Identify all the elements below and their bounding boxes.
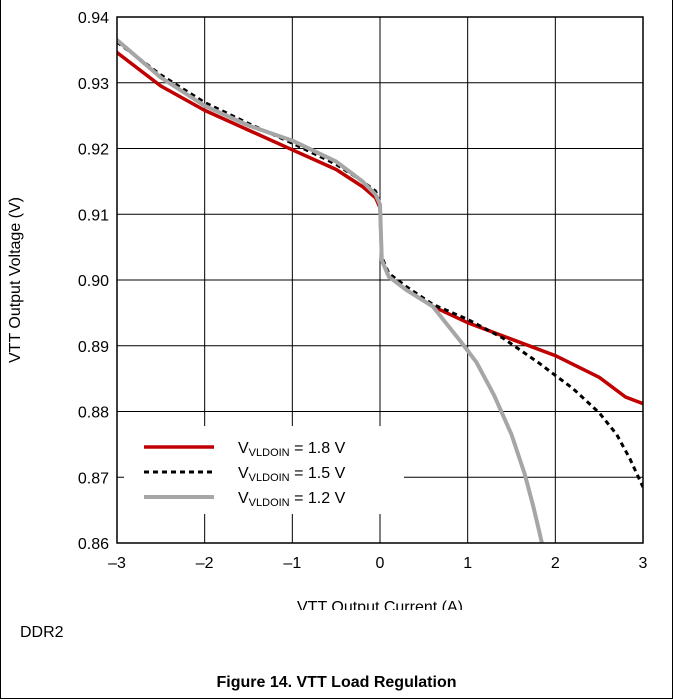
x-tick-label: 3 [639,555,648,572]
x-tick-label: –3 [108,555,126,572]
chart: –3 –2 –1 0 1 2 3 0.860.870.880.890.900.910.920… [7,10,648,610]
series-line-3 [117,38,544,543]
y-tick-label: 0.91 [78,207,109,224]
x-tick-labels: –3 –2 –1 0 1 2 3 [108,555,647,572]
legend: VVLDOIN = 1.8 V VVLDOIN = 1.5 V VVLDOIN = … [124,426,404,514]
legend-label-1: VVLDOIN = 1.8 V [238,440,346,459]
x-tick-label: –1 [283,555,301,572]
y-axis-title: VTT Output Voltage (V) [7,197,24,363]
x-tick-label: –2 [196,555,214,572]
y-tick-label: 0.87 [78,470,109,487]
y-tick-label: 0.93 [78,76,109,93]
y-tick-label: 0.90 [78,273,109,290]
legend-label-2: VVLDOIN = 1.5 V [238,465,346,484]
legend-background [124,426,404,514]
x-tick-label: 0 [376,555,385,572]
y-tick-labels: 0.86 0.87 0.88 0.89 0.90 0.91 0.92 0.93 0.94 [78,10,109,553]
y-tick-label: 0.89 [78,339,109,356]
x-tick-label: 1 [463,555,472,572]
series-layer [117,38,643,543]
x-tick-label: 2 [551,555,560,572]
x-axis-title: VTT Output Current (A) [297,599,463,610]
y-tick-label: 0.86 [78,536,109,553]
figure-caption: Figure 14. VTT Load Regulation [216,674,457,691]
y-tick-label: 0.88 [78,405,109,422]
y-tick-label: 0.94 [78,10,109,27]
plot-border [116,16,644,544]
legend-label-3: VVLDOIN = 1.2 V [238,490,346,509]
y-tick-label: 0.92 [78,142,109,159]
ddr-label: DDR2 [20,624,64,641]
